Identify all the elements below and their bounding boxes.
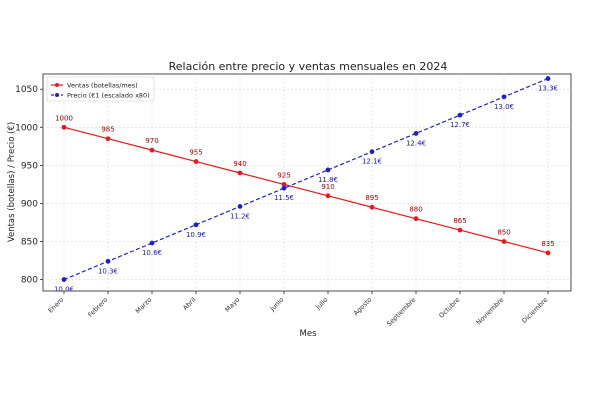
- data-label-ventas: 985: [101, 126, 114, 134]
- x-tick-label: Octubre: [437, 296, 461, 320]
- data-point-ventas: [413, 216, 419, 222]
- data-point-precio: [149, 240, 155, 246]
- x-tick-label: Septiembre: [385, 296, 417, 328]
- data-label-precio: 12.4€: [406, 139, 426, 147]
- data-label-precio: 12.1€: [362, 158, 382, 166]
- x-tick-label: Agosto: [352, 296, 374, 318]
- data-label-ventas: 910: [321, 183, 334, 191]
- x-axis-label: Mes: [300, 329, 318, 339]
- data-point-ventas: [61, 124, 67, 130]
- x-tick-label: Noviembre: [475, 296, 506, 327]
- y-axis-label: Ventas (botellas) / Precio (€): [7, 122, 17, 242]
- data-point-precio: [237, 204, 243, 209]
- data-label-ventas: 955: [189, 149, 202, 157]
- data-label-ventas: 865: [453, 217, 466, 225]
- data-point-ventas: [105, 136, 111, 142]
- plot-frame: [42, 73, 572, 292]
- data-point-ventas: [369, 204, 375, 210]
- y-tick-label: 900: [21, 199, 38, 209]
- data-point-precio: [105, 258, 111, 264]
- x-tick-label: Abril: [181, 296, 197, 312]
- data-point-ventas: [457, 227, 463, 233]
- data-label-precio: 10.3€: [98, 267, 118, 275]
- legend-box: [46, 76, 155, 102]
- y-tick-label: 1000: [15, 123, 38, 133]
- x-tick-label: Mayo: [223, 296, 241, 314]
- y-tick-label: 950: [21, 161, 38, 171]
- data-point-precio: [501, 94, 507, 100]
- x-tick-label: Julio: [313, 296, 329, 312]
- data-label-precio: 13.0€: [494, 103, 514, 111]
- data-point-ventas: [325, 193, 331, 199]
- data-label-ventas: 970: [145, 137, 158, 145]
- data-point-precio: [193, 222, 199, 228]
- data-label-ventas: 850: [497, 229, 510, 237]
- x-tick-label: Marzo: [134, 296, 154, 316]
- data-label-ventas: 835: [541, 240, 554, 248]
- data-point-precio: [369, 149, 375, 155]
- data-label-precio: 12.7€: [450, 121, 470, 129]
- data-point-precio: [545, 76, 551, 81]
- data-point-ventas: [237, 170, 243, 176]
- chart-title: Relación entre precio y ventas mensuales…: [169, 60, 448, 73]
- data-point-precio: [413, 130, 419, 136]
- legend-entry: Precio (€1 (escalado x80): [67, 92, 150, 100]
- data-label-ventas: 880: [409, 206, 422, 214]
- data-point-ventas: [281, 182, 287, 187]
- series-line-precio: [63, 78, 549, 281]
- data-label-ventas: 940: [233, 160, 246, 168]
- data-label-precio: 10.0€: [54, 286, 74, 294]
- data-point-ventas: [149, 147, 155, 153]
- data-label-precio: 10.6€: [142, 249, 162, 257]
- data-label-precio: 10.9€: [186, 231, 206, 239]
- data-label-precio: 11.8€: [318, 176, 338, 184]
- data-label-ventas: 925: [277, 171, 290, 179]
- data-label-ventas: 895: [365, 194, 378, 202]
- legend-marker: [55, 83, 59, 87]
- data-point-ventas: [545, 250, 551, 256]
- data-point-ventas: [501, 239, 507, 244]
- x-tick-label: Febrero: [86, 296, 109, 319]
- data-label-precio: 11.5€: [274, 194, 294, 202]
- data-point-precio: [325, 167, 331, 173]
- data-label-precio: 11.2€: [230, 212, 250, 220]
- x-tick-label: Junio: [268, 296, 286, 314]
- data-point-precio: [61, 277, 67, 282]
- y-tick-label: 850: [21, 238, 38, 248]
- y-tick-label: 800: [21, 276, 38, 286]
- y-tick-label: 1050: [15, 85, 38, 95]
- x-tick-label: Enero: [47, 296, 66, 315]
- legend: Ventas (botellas/mes) Precio (€1 (escalad…: [46, 76, 155, 102]
- legend-marker: [55, 93, 59, 97]
- data-label-ventas: 1000: [55, 114, 73, 122]
- series-line-ventas: [63, 126, 549, 254]
- data-point-precio: [281, 185, 287, 191]
- legend-entry: Ventas (botellas/mes): [67, 82, 138, 90]
- data-label-precio: 13.3€: [538, 85, 558, 93]
- x-tick-label: Diciembre: [520, 296, 549, 325]
- data-point-ventas: [193, 159, 199, 164]
- data-point-precio: [457, 112, 463, 118]
